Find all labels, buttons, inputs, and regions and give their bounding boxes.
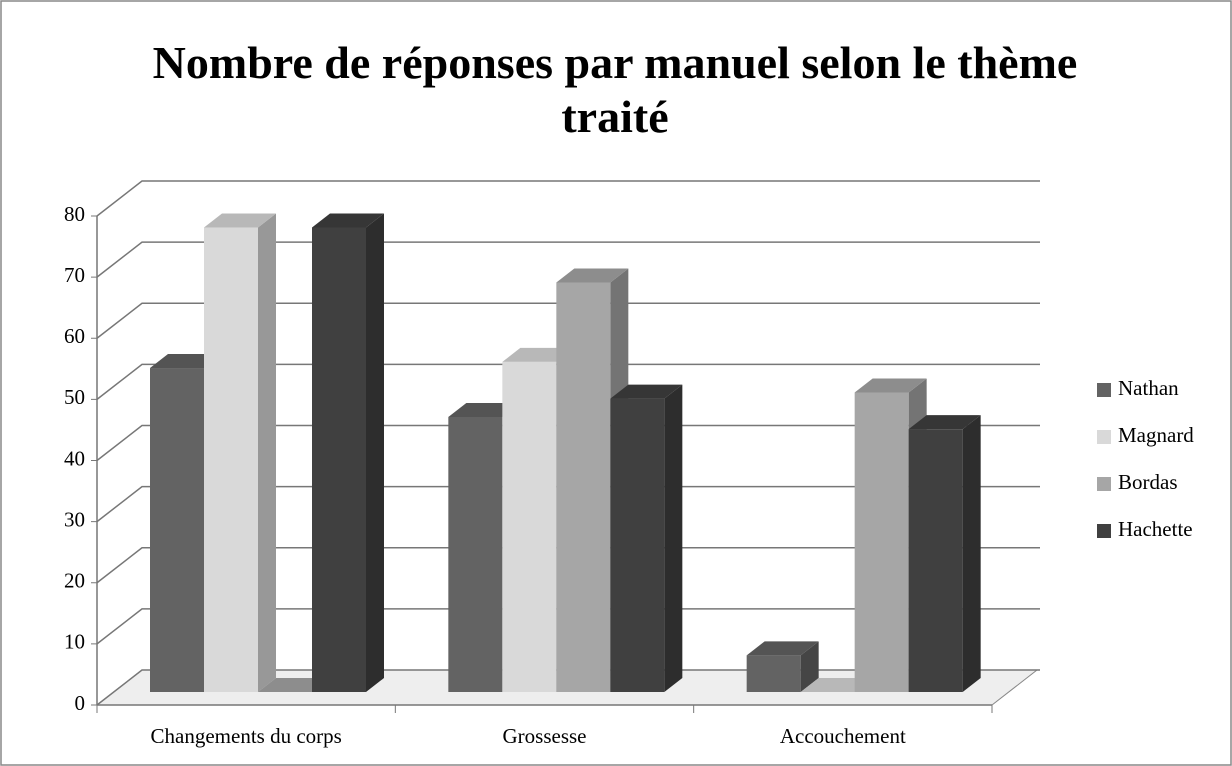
bar-top [854, 378, 927, 393]
grid-line [96, 302, 1040, 339]
bar-top [556, 268, 629, 283]
legend-swatch [1097, 430, 1111, 444]
bar-top [746, 641, 819, 656]
grid-line [96, 608, 1040, 645]
bar-front [150, 368, 204, 692]
bar-side [258, 213, 276, 692]
bar-top [204, 213, 276, 228]
grid-line [96, 485, 1040, 523]
legend-swatch [1097, 383, 1111, 397]
legend-label: Nathan [1118, 376, 1179, 400]
y-tick-label: 30 [64, 507, 85, 531]
bar-front [610, 398, 665, 692]
x-tick-label: Accouchement [780, 724, 906, 748]
bar [746, 641, 819, 692]
bar-side [800, 641, 819, 692]
y-tick-label: 20 [64, 569, 85, 593]
bar-side [962, 415, 981, 692]
y-tick-label: 0 [75, 691, 86, 715]
bar-front [448, 416, 503, 692]
bar [908, 415, 981, 692]
y-tick-label: 10 [64, 630, 85, 654]
bar-top [610, 384, 683, 399]
grid-line [96, 241, 1040, 278]
bar [312, 213, 384, 692]
legend-swatch [1097, 524, 1111, 538]
y-tick-label: 60 [64, 324, 85, 348]
bar-front [556, 282, 611, 692]
y-tick-label: 70 [64, 263, 85, 287]
grid-line [96, 669, 1040, 706]
grid-line [96, 363, 1040, 400]
y-tick-label: 50 [64, 385, 85, 409]
legend-label: Hachette [1118, 517, 1193, 541]
legend-label: Magnard [1118, 423, 1194, 447]
x-tick-label: Grossesse [503, 724, 587, 748]
bar-top [448, 402, 521, 417]
chart-title: Nombre de réponses par manuel selon le t… [152, 37, 1078, 142]
bar-front [502, 361, 557, 692]
bar-side [366, 213, 384, 692]
bar-side [664, 384, 683, 692]
y-tick-label: 80 [64, 202, 85, 226]
bar [204, 213, 276, 692]
bar-front [312, 227, 366, 692]
x-tick-label: Changements du corps [151, 724, 342, 748]
bar-front [204, 227, 258, 692]
grid-line [96, 180, 1040, 217]
grid-line [96, 547, 1040, 584]
bar-top [312, 213, 384, 228]
bar-front [854, 392, 909, 692]
bar-top [908, 415, 981, 430]
y-tick-label: 40 [64, 446, 85, 470]
grid-line [96, 424, 1040, 462]
bar [610, 384, 683, 692]
bar-front [908, 429, 963, 692]
legend-label: Bordas [1118, 470, 1178, 494]
legend-swatch [1097, 477, 1111, 491]
bar-front [746, 655, 801, 692]
